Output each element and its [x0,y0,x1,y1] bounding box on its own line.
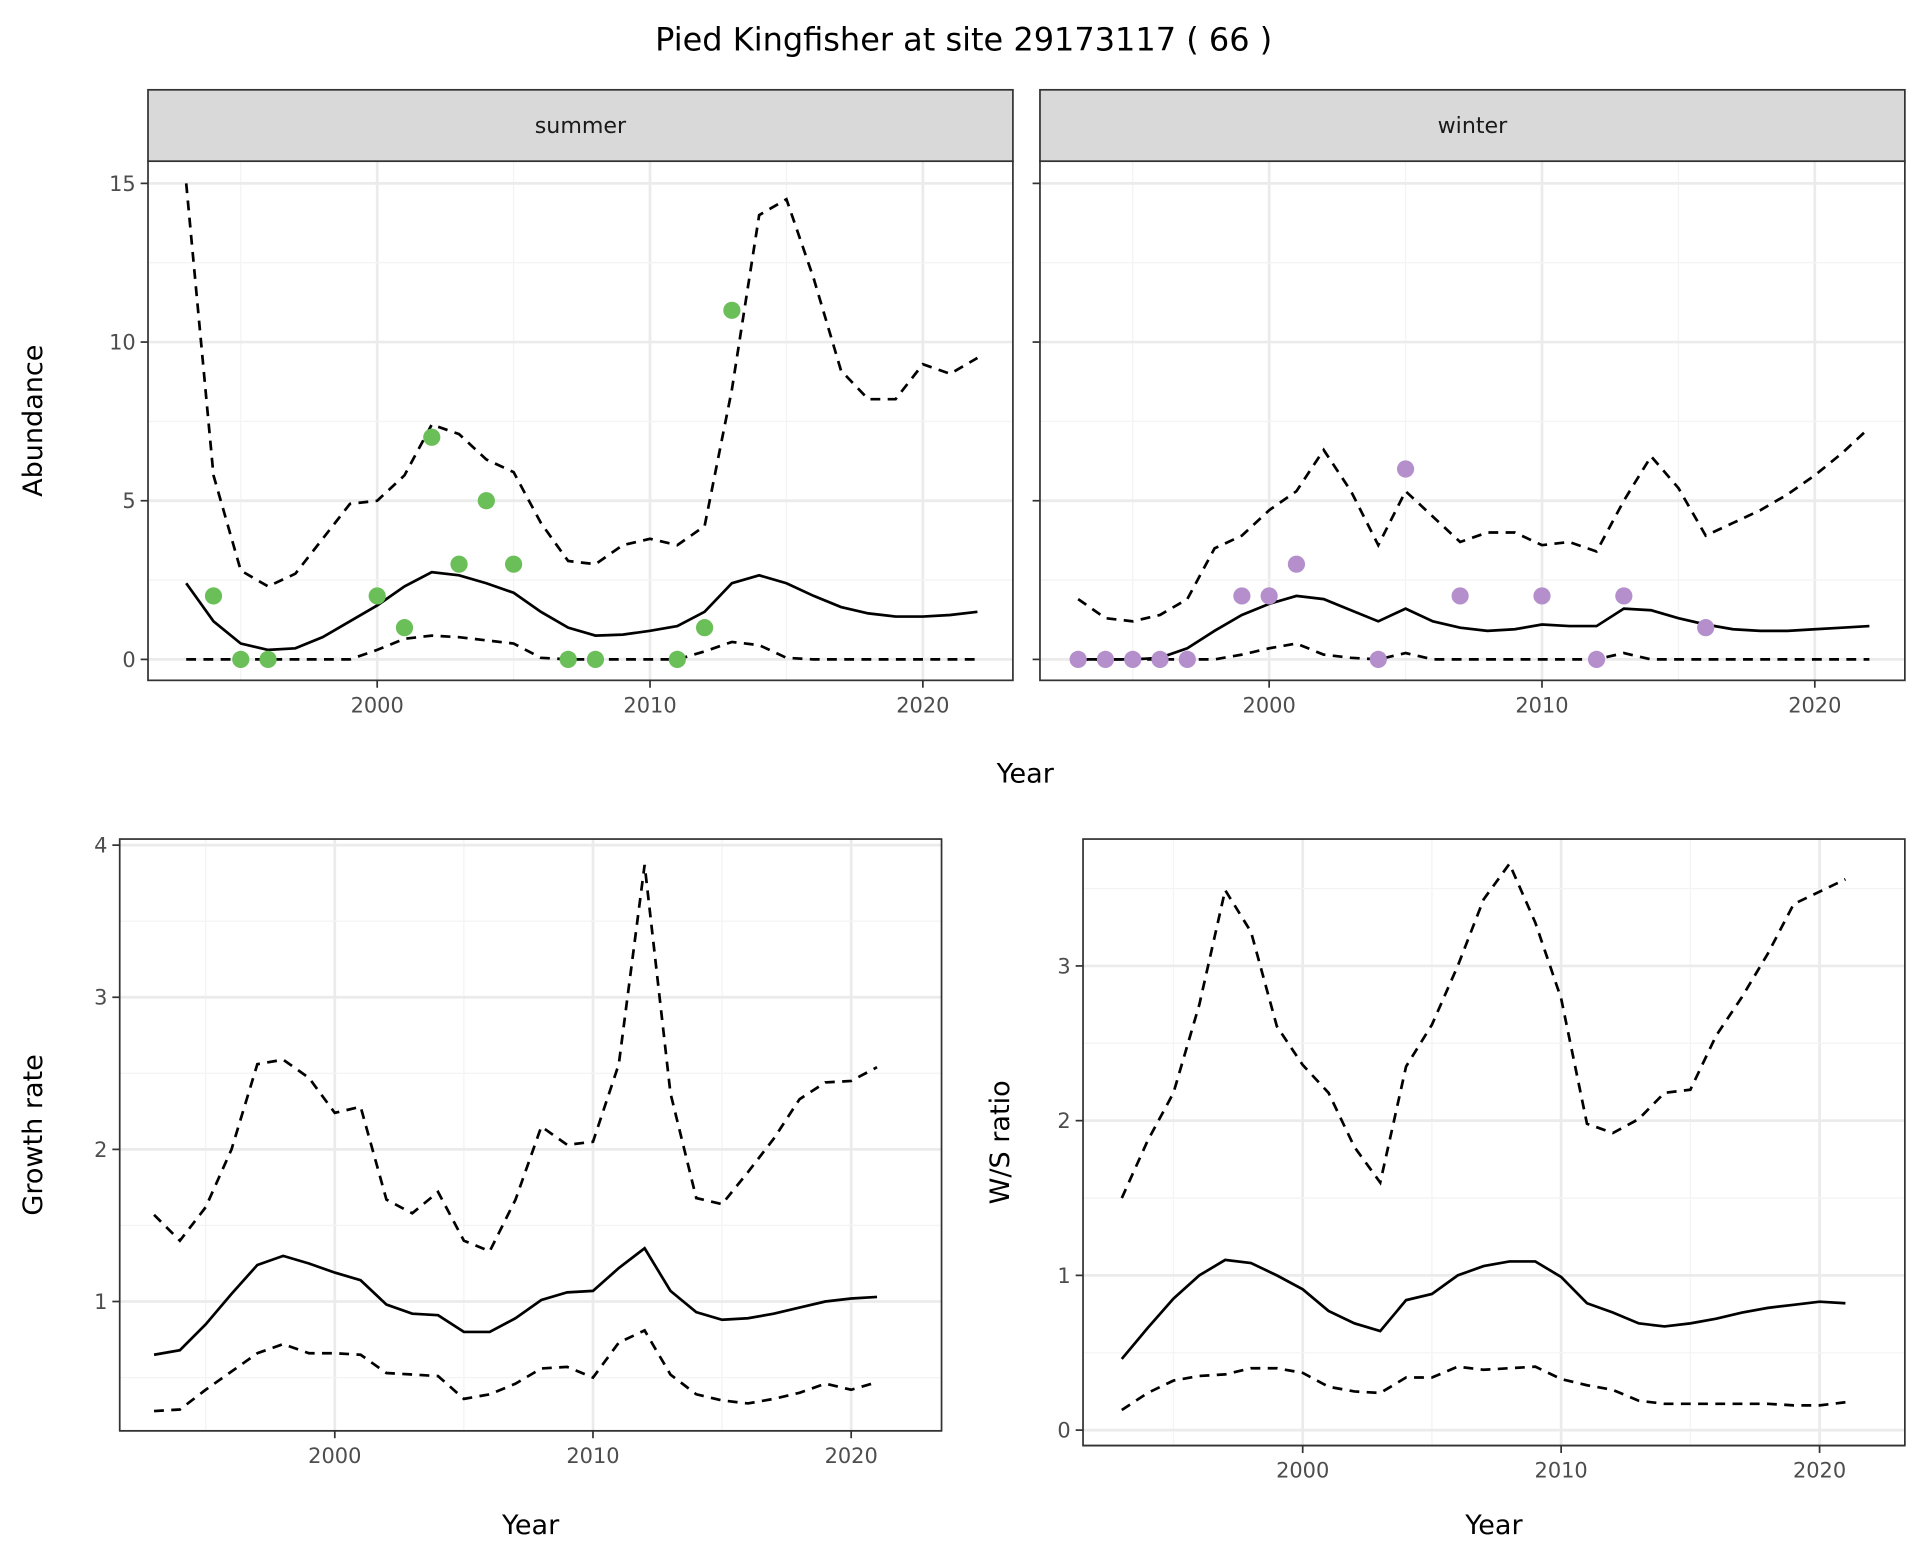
data-point [1178,650,1196,669]
data-point [1124,650,1142,669]
y-tick-label: 3 [94,986,107,1010]
data-point [450,555,468,573]
x-tick-label: 2010 [623,693,676,717]
figure-title: Pied Kingfisher at site 29173117 ( 66 ) [655,20,1272,58]
y-tick-label: 10 [109,330,136,354]
data-point [668,650,686,669]
x-tick-label: 2010 [1535,1459,1588,1483]
panel-ratio: 2000 2010 2020 0 1 2 3 W/S ratio Year [985,838,1906,1541]
x-tick-label: 2010 [1515,693,1568,717]
panel-border [118,838,943,1432]
y-axis-title: W/S ratio [985,1080,1016,1204]
panel-border [1082,838,1906,1447]
x-tick-label: 2020 [1793,1459,1846,1483]
y-tick-label: 1 [1057,1264,1070,1288]
series-line-mean [153,1246,878,1357]
y-tick-label: 2 [1057,1109,1070,1133]
series-line-mean [185,570,978,652]
x-tick-label: 2020 [1788,693,1841,717]
series-line-mean [1120,1258,1846,1360]
panel-summer: summer 2000 2010 2020 0 5 10 15 Abundance Year [18,88,1055,789]
data-point [1069,650,1087,669]
data-point [1096,650,1115,669]
data-point [559,650,577,669]
y-tick-label: 5 [122,489,135,513]
data-point [695,619,714,637]
panel-growth: 2000 2010 2020 1 2 3 4 Growth rate Year [18,834,943,1541]
data-point [1615,587,1633,605]
y-tick-label: 15 [109,172,136,196]
y-axis-title: Abundance [18,345,49,497]
data-point [1151,650,1169,669]
y-tick-label: 0 [122,648,135,672]
data-point [586,650,605,669]
data-point [1533,587,1551,605]
series-line-lower [186,634,978,661]
data-point [232,650,250,669]
x-tick-label: 2000 [1243,693,1296,717]
x-tick-label: 2010 [566,1444,619,1468]
series-line-upper [153,864,878,1254]
x-tick-label: 2000 [308,1444,361,1468]
y-tick-label: 3 [1057,954,1070,978]
series-line-upper [184,183,979,588]
data-point [1697,619,1715,637]
facet-strip-label: summer [535,113,627,139]
y-tick-label: 1 [94,1290,107,1314]
facet-strip [147,88,1014,163]
x-tick-label: 2020 [896,693,949,717]
x-tick-label: 2000 [351,693,404,717]
data-point [1587,650,1606,669]
data-point [1451,587,1469,605]
data-point [259,650,277,669]
x-axis-title: Year [501,1510,560,1541]
data-point [1287,555,1306,573]
facet-strip-label: winter [1438,113,1509,139]
y-tick-label: 4 [94,834,107,858]
panel-winter: winter 2000 2010 2020 [1032,88,1906,717]
data-point [505,555,523,573]
x-axis-title: Year [996,758,1055,789]
data-point [368,587,386,605]
y-tick-label: 0 [1057,1418,1070,1442]
data-point [1396,460,1415,478]
plot-background [1083,839,1905,1446]
series-line-lower [1121,1365,1846,1412]
x-axis-title: Year [1464,1510,1523,1541]
data-point [204,587,223,605]
data-point [1369,650,1387,669]
data-point [723,301,741,319]
data-point [1260,587,1278,605]
data-point [395,619,414,637]
data-point [477,492,495,510]
x-tick-label: 2000 [1276,1459,1329,1483]
series-line-mean [1078,594,1870,661]
data-point [1233,587,1251,605]
x-tick-label: 2020 [825,1444,878,1468]
series-line-upper [1120,861,1847,1199]
series-line-upper [1077,426,1871,623]
series-line-lower [1078,642,1870,661]
y-tick-label: 2 [94,1138,107,1162]
facet-strip [1039,88,1906,163]
y-axis-title: Growth rate [18,1054,49,1215]
series-line-lower [153,1328,878,1413]
plot-background [119,839,942,1431]
data-point [423,428,441,446]
